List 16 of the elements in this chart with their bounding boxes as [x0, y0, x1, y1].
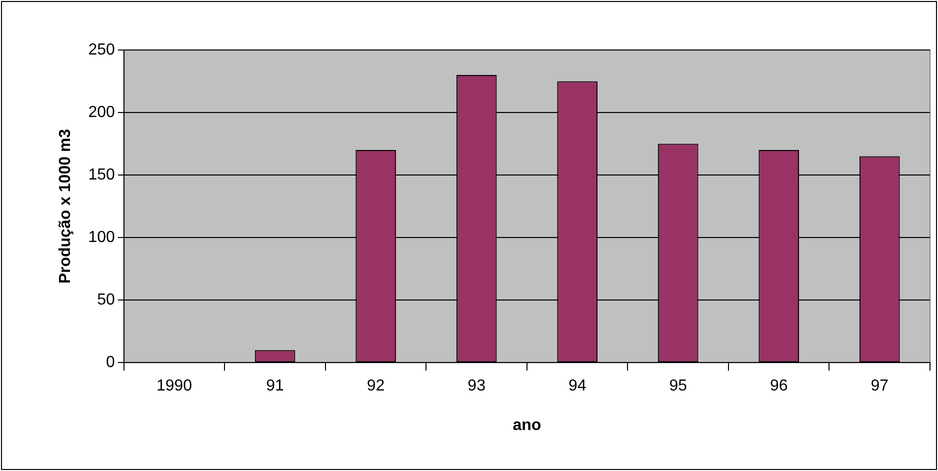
y-tick-label: 0	[106, 354, 115, 372]
x-tick-label: 95	[669, 378, 688, 395]
y-axis-title: Produção x 1000 m3	[57, 128, 74, 284]
y-tick-label: 250	[88, 41, 115, 58]
x-tick-label: 93	[468, 378, 486, 395]
y-tick-label: 50	[97, 291, 115, 308]
y-tick-label: 200	[88, 104, 115, 121]
y-tick-label: 100	[88, 228, 115, 246]
x-tick-label: 96	[770, 378, 788, 395]
x-tick-label: 1990	[156, 378, 192, 395]
x-tick-label: 97	[870, 378, 889, 395]
y-tick-label: 150	[88, 166, 115, 184]
x-tick-label: 94	[568, 378, 586, 395]
x-tick-label: 92	[366, 378, 385, 395]
x-tick-label: 91	[266, 378, 284, 395]
x-axis-title: ano	[512, 416, 542, 434]
